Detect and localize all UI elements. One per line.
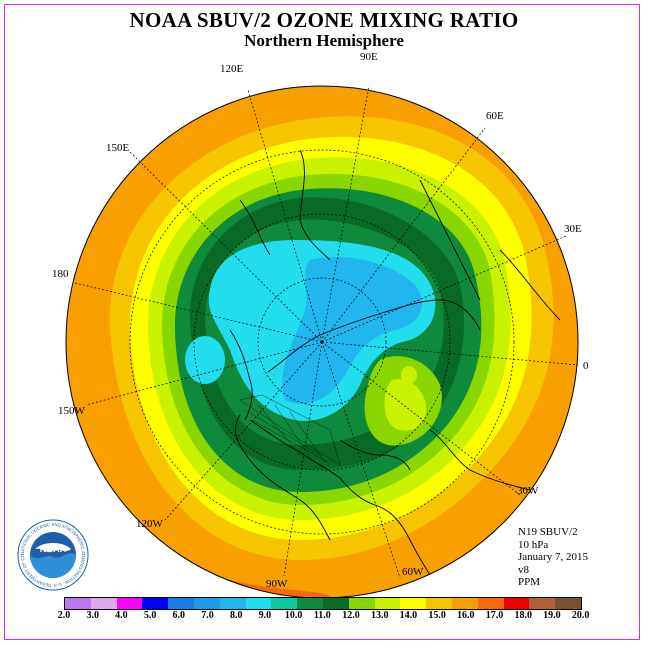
color-bar-segment	[193, 598, 220, 609]
version-label: v8	[518, 563, 529, 576]
color-bar-segment	[503, 598, 530, 609]
color-bar-segment	[90, 598, 117, 609]
color-bar-tick-label: 3.0	[86, 610, 99, 621]
figure-frame	[4, 4, 640, 640]
color-bar-tick-label: 5.0	[143, 610, 157, 621]
color-bar-segment	[322, 598, 349, 609]
color-bar-segment	[374, 598, 401, 609]
color-bar-tick-label: 8.0	[229, 610, 243, 621]
lon-label-30w: 30W	[517, 485, 539, 497]
lon-label-120e: 120E	[220, 63, 244, 75]
color-bar-tick-label: 14.0	[399, 610, 418, 621]
color-bar-tick-label: 12.0	[342, 610, 360, 621]
color-bar-segment	[529, 598, 556, 609]
color-bar-segment	[245, 598, 272, 609]
color-bar-tick-label: 15.0	[428, 610, 446, 621]
lon-label-90w: 90W	[266, 578, 288, 590]
color-bar-segment	[451, 598, 478, 609]
color-bar-segment	[168, 598, 194, 609]
color-bar-segment	[116, 598, 143, 609]
color-bar-ticks: 2.0 3.0 4.0 5.0 6.0 7.0 8.0 9.0 10.0 11.0 12.0 13.0…	[54, 610, 594, 624]
color-bar-tick-label: 13.0	[370, 610, 389, 621]
lon-label-150e: 150E	[106, 142, 130, 154]
lon-label-150w: 150W	[58, 405, 85, 417]
color-bar-segment	[297, 598, 323, 609]
color-bar-tick-label: 18.0	[514, 610, 532, 621]
lon-label-120w: 120W	[136, 518, 163, 530]
color-bar-tick-label: 20.0	[571, 610, 590, 621]
color-bar-tick-label: 11.0	[313, 610, 331, 621]
color-bar-segment	[65, 598, 91, 609]
map-subtitle: Northern Hemisphere	[244, 31, 404, 50]
color-bar-tick-label: 2.0	[57, 610, 71, 621]
color-bar	[64, 597, 582, 610]
instrument-label: N19 SBUV/2	[518, 526, 578, 538]
level-label: 10 hPa	[518, 538, 549, 551]
us-grid	[239, 394, 341, 466]
lon-label-60e: 60E	[486, 110, 504, 122]
lon-label-90e: 90E	[360, 51, 378, 63]
lon-label-180: 180	[52, 268, 69, 280]
logo-text: NOAA	[40, 544, 67, 554]
lon-label-0: 0	[583, 360, 589, 372]
color-bar-segment	[219, 598, 246, 609]
color-bar-segment	[555, 598, 581, 609]
color-bar-segment	[271, 598, 298, 609]
color-bar-tick-label: 4.0	[115, 610, 128, 621]
lon-label-30e: 30E	[564, 223, 582, 235]
map-title: NOAA SBUV/2 OZONE MIXING RATIO	[129, 8, 519, 32]
color-bar-tick-label: 19.0	[543, 610, 561, 621]
units-label: PPM	[518, 576, 541, 588]
color-bar-tick-label: 9.0	[258, 610, 272, 621]
color-bar-tick-label: 17.0	[485, 610, 504, 621]
color-bar-segment	[348, 598, 375, 609]
color-bar-tick-label: 16.0	[457, 610, 475, 621]
color-bar-segment	[426, 598, 452, 609]
color-bar-tick-label: 10.0	[284, 610, 303, 621]
graticule	[74, 85, 579, 579]
date-label: January 7, 2015	[518, 551, 588, 563]
noaa-logo: NATIONAL OCEANIC AND ATMOSPHERIC ADMINIS…	[17, 519, 89, 591]
color-bar-segment	[142, 598, 169, 609]
ozone-field	[66, 86, 578, 598]
info-block: N19 SBUV/2 10 hPa January 7, 2015 v8 PPM	[518, 526, 588, 589]
color-bar-segment	[400, 598, 427, 609]
lon-label-60w: 60W	[402, 566, 424, 578]
color-bar-tick-label: 7.0	[201, 610, 214, 621]
color-bar-segment	[477, 598, 504, 609]
color-bar-tick-label: 6.0	[172, 610, 186, 621]
